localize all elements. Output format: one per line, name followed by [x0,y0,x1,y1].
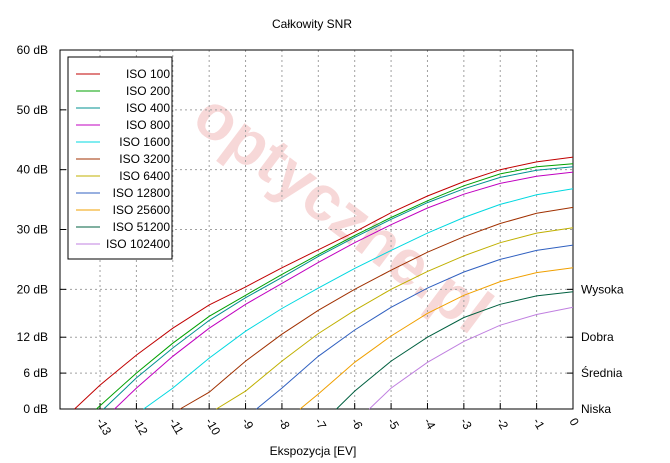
x-axis-label: Ekspozycja [EV] [270,444,357,458]
legend-label: ISO 200 [126,84,170,98]
x-tick-label: -1 [530,416,548,433]
series-line [336,291,574,410]
legend-label: ISO 51200 [113,220,171,234]
series-line [368,306,574,410]
y-tick-label: 0 dB [23,402,48,416]
y-tick-label: 6 dB [23,366,48,380]
x-tick-label: -8 [275,416,293,433]
legend-label: ISO 3200 [119,152,170,166]
legend-label: ISO 800 [126,118,170,132]
watermark: optyczne.pl [181,78,505,347]
series-line [143,188,574,410]
series-line [96,163,574,410]
y-tick-label: 20 dB [17,282,48,296]
legend-label: ISO 100 [126,67,170,81]
series-line [114,171,574,410]
x-tick-label: -11 [166,416,187,438]
y-tick-label: 30 dB [17,223,48,237]
chart-title: Całkowity SNR [272,17,352,31]
series-line [74,156,574,410]
y-tick-label: 60 dB [17,43,48,57]
legend-label: ISO 400 [126,101,170,115]
legend-label: ISO 102400 [106,237,170,251]
x-tick-label: -6 [348,416,366,433]
series-line [256,244,574,410]
x-tick-label: -9 [239,416,257,433]
plot-frame [59,49,574,410]
legend-label: ISO 12800 [113,186,171,200]
y-tick-label: 50 dB [17,103,48,117]
series-line [299,267,574,410]
x-tick-label: -5 [384,416,402,433]
series-line [216,227,574,410]
y-tick-label: 40 dB [17,163,48,177]
legend: ISO 100 ISO 200 ISO 400 ISO 800 ISO 1600 ISO … [67,56,173,260]
x-tick-label: 0 [566,416,582,429]
x-tick-label: -7 [312,416,330,433]
y-tick-label: 12 dB [17,330,48,344]
x-tick-label: -2 [494,416,512,433]
x-tick-label: -3 [457,416,475,433]
x-tick-label: -10 [203,416,224,438]
legend-label: ISO 6400 [119,169,170,183]
series-line [179,206,574,410]
series-line [103,166,574,410]
y2-tick-label: Niska [581,402,611,416]
x-tick-label: -13 [93,416,114,438]
x-tick-label: -12 [130,416,151,438]
legend-label: ISO 25600 [113,203,171,217]
legend-label: ISO 1600 [119,135,170,149]
y2-tick-label: Średnia [581,365,623,380]
x-tick-label: -4 [421,416,439,433]
y2-tick-label: Wysoka [581,282,624,296]
y2-tick-label: Dobra [581,330,614,344]
